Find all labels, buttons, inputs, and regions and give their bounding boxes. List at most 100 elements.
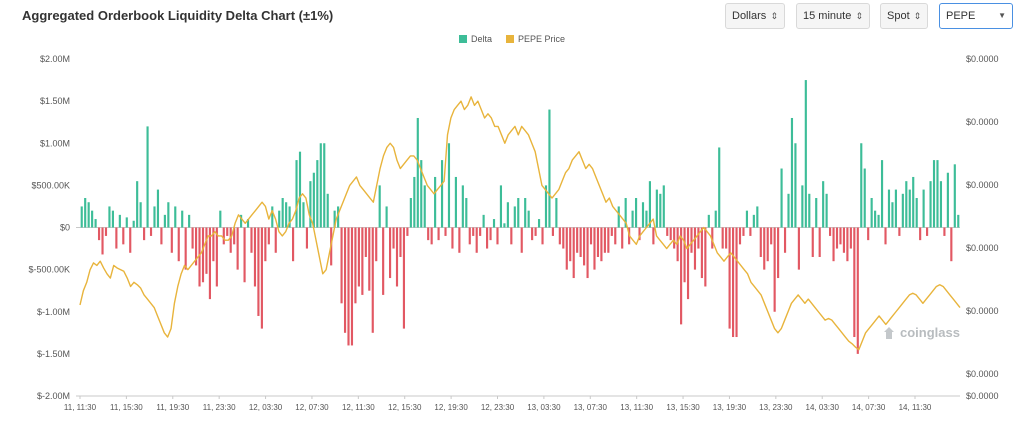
- delta-bar: [364, 227, 367, 257]
- y-axis-right-tick-label: $0.0000: [966, 369, 999, 379]
- y-axis-left-tick-label: $-1.50M: [37, 349, 70, 359]
- currency-select[interactable]: Dollars ⇕: [725, 3, 785, 29]
- delta-bar: [950, 227, 953, 262]
- currency-select-label: Dollars: [732, 10, 767, 22]
- delta-bar: [243, 227, 246, 283]
- y-axis-right-tick-label: $0.0000: [966, 306, 999, 316]
- delta-bar: [160, 227, 163, 245]
- delta-bar: [340, 227, 343, 304]
- delta-bar: [569, 227, 572, 262]
- y-axis-left-tick-label: $-1.00M: [37, 307, 70, 317]
- chart-title: Aggregated Orderbook Liquidity Delta Cha…: [22, 8, 334, 23]
- delta-bar: [174, 206, 177, 228]
- x-axis-tick-label: 14, 11:30: [899, 403, 932, 412]
- delta-bar: [749, 227, 752, 236]
- delta-bar: [894, 189, 897, 228]
- x-axis-tick-label: 14, 07:30: [852, 403, 886, 412]
- delta-bar: [101, 227, 104, 255]
- legend-item-price[interactable]: PEPE Price: [505, 34, 565, 44]
- delta-bar: [829, 227, 832, 236]
- delta-bar: [191, 227, 194, 249]
- delta-bar: [111, 210, 114, 228]
- delta-bar: [156, 189, 160, 228]
- delta-bar: [440, 160, 444, 228]
- delta-bar: [887, 189, 891, 228]
- delta-bar: [402, 227, 406, 329]
- delta-bar: [215, 227, 218, 287]
- market-select[interactable]: Spot ⇕: [880, 3, 928, 29]
- delta-bar: [662, 185, 665, 228]
- delta-bar: [357, 227, 360, 287]
- delta-bar: [572, 227, 575, 279]
- delta-bar: [915, 198, 918, 228]
- delta-bar: [583, 227, 586, 266]
- delta-bar: [558, 227, 561, 245]
- delta-bar: [919, 227, 922, 241]
- delta-bar: [454, 176, 457, 228]
- delta-bar: [825, 193, 828, 228]
- interval-select-label: 15 minute: [803, 10, 852, 22]
- symbol-select[interactable]: PEPE ▼: [939, 3, 1013, 29]
- delta-bar: [742, 227, 745, 236]
- delta-bar: [503, 223, 506, 228]
- delta-bar: [274, 227, 277, 253]
- delta-bar: [638, 227, 641, 241]
- delta-bar: [146, 126, 149, 228]
- delta-bar: [212, 227, 215, 262]
- delta-bar: [863, 168, 866, 228]
- x-axis-tick-label: 12, 15:30: [388, 403, 422, 412]
- delta-bar: [801, 185, 804, 228]
- delta-bar: [822, 181, 825, 228]
- delta-bar: [735, 227, 738, 338]
- delta-bar: [600, 227, 603, 262]
- delta-bar: [596, 227, 600, 257]
- delta-bar: [718, 147, 721, 228]
- delta-bar: [853, 227, 856, 338]
- delta-bar: [298, 151, 302, 228]
- delta-bar: [811, 227, 814, 257]
- delta-bar: [153, 206, 156, 228]
- delta-bar: [932, 160, 936, 228]
- delta-bar: [278, 210, 281, 228]
- delta-bar: [759, 227, 762, 257]
- delta-bar: [309, 181, 312, 228]
- delta-bar: [714, 210, 717, 228]
- delta-bar: [589, 227, 593, 245]
- delta-bar: [115, 227, 118, 249]
- delta-bar: [548, 109, 551, 228]
- delta-bar: [229, 227, 232, 253]
- delta-bar: [704, 227, 707, 287]
- x-axis-tick-label: 13, 23:30: [759, 403, 793, 412]
- x-axis-tick-label: 12, 23:30: [481, 403, 515, 412]
- delta-bar: [91, 210, 94, 228]
- delta-bar: [631, 210, 634, 228]
- legend-item-delta[interactable]: Delta: [458, 34, 492, 44]
- delta-bar: [194, 227, 198, 266]
- delta-bar: [510, 227, 513, 245]
- delta-bar: [489, 227, 492, 241]
- delta-bar: [898, 227, 901, 236]
- interval-select[interactable]: 15 minute ⇕: [796, 3, 870, 29]
- delta-bar: [118, 214, 121, 228]
- delta-bar: [732, 227, 735, 338]
- delta-bar: [122, 227, 125, 245]
- y-axis-left-tick-label: $0: [60, 223, 70, 233]
- x-axis-tick-label: 13, 07:30: [574, 403, 608, 412]
- delta-bar: [479, 227, 482, 236]
- delta-bar: [382, 227, 385, 295]
- y-axis-left-tick-label: $-2.00M: [37, 391, 70, 401]
- coinglass-logo-icon: [884, 326, 894, 339]
- delta-bar: [496, 227, 499, 245]
- delta-bar: [302, 202, 305, 228]
- delta-bar: [680, 227, 683, 325]
- delta-bar: [683, 227, 686, 283]
- delta-bar: [295, 160, 298, 228]
- x-axis-tick-label: 12, 07:30: [295, 403, 329, 412]
- delta-bar: [593, 227, 596, 270]
- delta-bar: [208, 227, 211, 300]
- delta-bar: [319, 143, 322, 228]
- y-axis-right-tick-label: $0.0000: [966, 180, 999, 190]
- x-axis-tick-label: 11, 23:30: [203, 403, 236, 412]
- delta-bar: [84, 198, 87, 228]
- chart-legend: Delta PEPE Price: [0, 34, 1024, 44]
